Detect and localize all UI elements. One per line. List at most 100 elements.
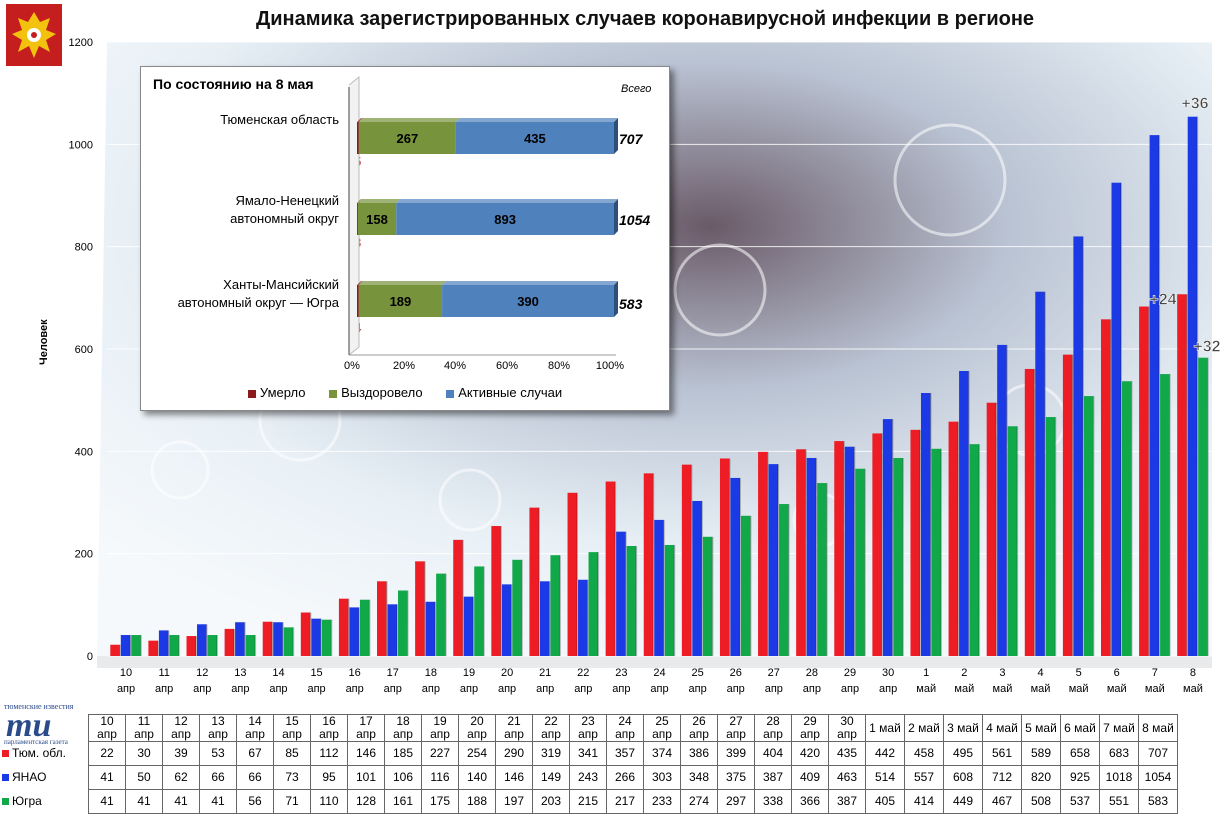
x-tick-label: 16 bbox=[349, 667, 361, 679]
table-header-cell: 5 май bbox=[1021, 714, 1061, 742]
bar-shade bbox=[978, 444, 981, 656]
table-cell: 399 bbox=[717, 741, 755, 766]
bar bbox=[463, 596, 474, 656]
inset-bar-died bbox=[357, 285, 359, 317]
bar bbox=[920, 393, 931, 656]
table-cell: 41 bbox=[125, 789, 163, 814]
region-label-yugra: Ханты-Мансийский автономный округ — Югра bbox=[177, 277, 339, 310]
table-cell: 233 bbox=[643, 789, 681, 814]
x-tick-label: 25 bbox=[691, 667, 703, 679]
bar bbox=[681, 464, 692, 656]
annotation-label: +24 bbox=[1149, 292, 1176, 309]
x-tick-label: апр bbox=[422, 683, 440, 695]
inset-bar-value: 267 bbox=[396, 131, 418, 146]
bar bbox=[740, 515, 751, 656]
table-header-cell: 4 май bbox=[982, 714, 1022, 742]
bar bbox=[186, 636, 197, 656]
x-tick-label: апр bbox=[765, 683, 783, 695]
table-cell: 458 bbox=[904, 741, 944, 766]
table-cell: 30 bbox=[125, 741, 163, 766]
total-yugra: 583 bbox=[619, 296, 643, 312]
table-header-cell: 12 апр bbox=[162, 714, 200, 742]
x-tick-label: апр bbox=[384, 683, 402, 695]
table-cell: 589 bbox=[1021, 741, 1061, 766]
bar-shade bbox=[826, 483, 828, 656]
bar-shade bbox=[195, 636, 198, 656]
bar bbox=[512, 559, 522, 656]
table-header-cell: 10 апр bbox=[88, 714, 126, 742]
inset-legend: Умерло Выздоровело Активные случаи bbox=[141, 385, 669, 400]
x-tick-label: 26 bbox=[730, 667, 742, 679]
bar-shade bbox=[1130, 381, 1133, 656]
table-row-yugra: Югра 41 41 41 41 56 71 110 128 161 175 188 197 203 21… bbox=[2, 789, 1178, 814]
inset-bar-died-top bbox=[357, 281, 363, 285]
bar-shade bbox=[434, 601, 437, 656]
inset-bar-side bbox=[614, 281, 618, 317]
x-tick-label: апр bbox=[117, 683, 135, 695]
bar-shade bbox=[815, 457, 818, 656]
legend-died: Умерло bbox=[247, 385, 306, 400]
x-tick-label: 13 bbox=[234, 667, 246, 679]
inset-xtick-60: 60% bbox=[495, 360, 519, 372]
x-tick-label: 11 bbox=[158, 667, 169, 679]
table-cell: 338 bbox=[754, 789, 792, 814]
bar-shade bbox=[995, 402, 998, 656]
bar bbox=[855, 468, 865, 656]
bar bbox=[377, 581, 387, 656]
bar-shade bbox=[320, 618, 322, 656]
bar bbox=[969, 444, 980, 656]
bar-shade bbox=[864, 468, 866, 656]
inset-bar-recovered-top bbox=[358, 281, 447, 285]
table-cell: 409 bbox=[791, 765, 829, 790]
bar-shade bbox=[368, 599, 371, 656]
table-header-cell: 29 апр bbox=[791, 714, 829, 742]
bar bbox=[882, 419, 893, 656]
table-header-cell: 11 апр bbox=[125, 714, 163, 742]
inset-plot: 267 435 158 893 189 390 bbox=[348, 75, 618, 356]
table-header-cell: 22 апр bbox=[532, 714, 570, 742]
bar bbox=[158, 630, 169, 656]
bar bbox=[692, 500, 702, 656]
bar-shade bbox=[652, 473, 655, 656]
bar-shade bbox=[233, 628, 236, 656]
inset-bar-value: 893 bbox=[494, 212, 516, 227]
bar bbox=[425, 601, 436, 656]
table-cell: 405 bbox=[865, 789, 905, 814]
table-cell: 188 bbox=[458, 789, 496, 814]
table-cell: 583 bbox=[1138, 789, 1178, 814]
table-cell: 149 bbox=[532, 765, 570, 790]
bar-shade bbox=[282, 622, 284, 656]
x-tick-label: 28 bbox=[806, 667, 818, 679]
y-tick-label: 600 bbox=[75, 344, 93, 356]
bar-shade bbox=[538, 507, 540, 656]
bar-shade bbox=[881, 433, 883, 656]
bar bbox=[1160, 374, 1170, 656]
table-cell: 110 bbox=[310, 789, 348, 814]
x-tick-label: апр bbox=[346, 683, 364, 695]
table-header-cell: 21 апр bbox=[495, 714, 533, 742]
x-tick-label: апр bbox=[612, 683, 630, 695]
bar-shade bbox=[559, 555, 561, 656]
bar bbox=[398, 590, 408, 656]
table-header-cell: 2 май bbox=[904, 714, 944, 742]
table-header-cell: 15 апр bbox=[273, 714, 311, 742]
x-tick-label: 15 bbox=[310, 667, 322, 679]
table-header-cell: 27 апр bbox=[717, 714, 755, 742]
table-row-yanao: ЯНАО 41 50 62 66 66 73 95 101 106 116 140 146 149 243… bbox=[2, 765, 1178, 790]
table-cell: 551 bbox=[1099, 789, 1139, 814]
inset-xtick-80: 80% bbox=[547, 360, 571, 372]
inset-bar-active bbox=[396, 203, 614, 235]
bar bbox=[626, 545, 637, 656]
bar bbox=[893, 457, 903, 656]
bar-shade bbox=[500, 526, 502, 656]
bar-shade bbox=[749, 515, 752, 656]
x-tick-label: май bbox=[1107, 683, 1127, 695]
bar-shade bbox=[167, 630, 170, 656]
x-tick-label: май bbox=[993, 683, 1013, 695]
bar-shade bbox=[386, 581, 388, 656]
inset-bar-value: 158 bbox=[366, 212, 388, 227]
table-cell: 161 bbox=[384, 789, 422, 814]
bar-shade bbox=[521, 559, 523, 656]
inset-xtick-20: 20% bbox=[392, 360, 416, 372]
bar bbox=[1083, 396, 1094, 656]
